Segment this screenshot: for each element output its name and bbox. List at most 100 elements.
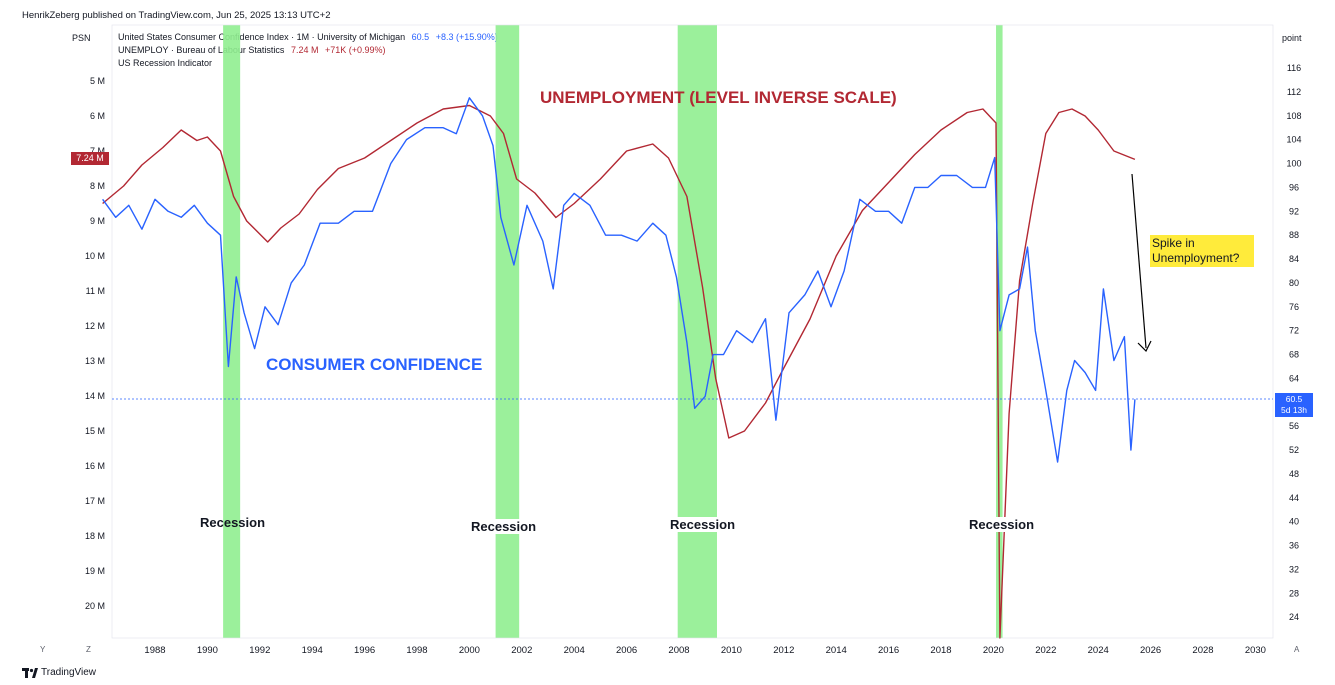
left-scale-label: PSN [72,33,91,43]
legend-change: +8.3 (+15.90%) [435,32,498,42]
right-tick-label: 28 [1289,588,1299,598]
x-tick-label: 1996 [354,645,375,656]
x-tick-label: 2020 [983,645,1004,656]
x-tick-label: 2004 [564,645,585,656]
recession-band [677,25,717,638]
recession-band [495,25,520,638]
legend-value: 60.5 [411,32,430,42]
x-tick-label: 2028 [1192,645,1213,656]
x-tick-label: 2002 [511,645,532,656]
left-tick-label: 6 M [90,111,105,121]
tradingview-logo-icon [22,667,38,678]
spike-note: Spike in Unemployment? [1150,235,1254,267]
x-tick-label: 1990 [197,645,218,656]
recession-label-2008: Recession [670,517,736,532]
x-tick-label: 1988 [144,645,165,656]
right-tick-label: 96 [1289,182,1299,192]
right-tick-label: 104 [1286,135,1301,145]
recession-label-1991: Recession [200,515,266,530]
x-tick-label: 2010 [721,645,742,656]
right-tick-label: 112 [1287,87,1301,97]
auto-scale-button-a[interactable]: A [1294,645,1300,654]
x-tick-label: 2026 [1140,645,1161,656]
axis-layer: 1988 1990 1992 1994 1996 1998 2000 2002 2004 2006… [85,63,1302,656]
scale-button-y[interactable]: Y [40,645,46,654]
left-tick-label: 20 M [85,601,105,611]
spike-arrow-head [1137,340,1152,353]
x-tick-label: 2022 [1035,645,1056,656]
right-scale-label: point [1282,33,1302,43]
left-tick-label: 18 M [85,531,105,541]
right-tick-label: 108 [1286,111,1301,121]
right-tick-label: 68 [1289,350,1299,360]
grid-layer [111,24,1274,639]
left-tick-label: 10 M [85,251,105,261]
legend-value: 7.24 M [290,45,319,55]
left-tick-label: 11 M [86,286,105,296]
x-tick-label: 2018 [930,645,951,656]
left-tick-label: 19 M [85,566,105,576]
x-tick-label: 2030 [1245,645,1266,656]
recession-band [996,25,1003,638]
right-tick-label: 56 [1289,421,1299,431]
right-tick-label: 76 [1289,302,1299,312]
x-tick-label: 2012 [773,645,794,656]
right-tick-label: 64 [1289,373,1299,383]
plot-frame [111,24,1274,639]
scale-button-z[interactable]: Z [86,645,91,654]
x-tick-label: 2024 [1088,645,1109,656]
legend-name: US Recession Indicator [118,58,213,68]
right-tick-label: 48 [1289,469,1299,479]
cci-series-line [102,97,1136,463]
tradingview-brand: TradingView [22,667,96,678]
left-tick-label: 14 M [85,391,105,401]
right-tick-label: 88 [1289,230,1299,240]
unemployment-title: UNEMPLOYMENT (LEVEL INVERSE SCALE) [540,88,897,107]
right-tick-label: 32 [1289,564,1299,574]
x-tick-label: 1998 [406,645,427,656]
left-tick-label: 15 M [85,426,105,436]
left-tick-label: 9 M [90,216,105,226]
recession-label-2001: Recession [471,519,537,534]
right-tick-label: 44 [1289,493,1299,503]
recession-layer [223,25,1003,638]
right-tick-label: 52 [1289,445,1299,455]
recession-label-2020: Recession [969,517,1035,532]
cci-last-badge: 60.5 5d 13h [1275,393,1313,417]
left-tick-label: 16 M [85,461,105,471]
cci-last-value: 60.5 [1285,394,1303,404]
right-tick-label: 72 [1289,326,1299,336]
right-tick-label: 40 [1289,517,1299,527]
brand-name: TradingView [41,667,97,678]
right-tick-label: 80 [1289,278,1299,288]
legend-row-unemploy[interactable]: UNEMPLOY · Bureau of Labour Statistics 7… [118,45,386,55]
x-tick-label: 2014 [826,645,847,656]
right-tick-label: 116 [1287,63,1301,73]
right-tick-label: 84 [1289,254,1299,264]
unemploy-last-badge: 7.24 M [71,152,109,165]
left-tick-label: 5 M [90,76,105,86]
spike-arrow [1131,173,1147,349]
right-tick-label: 92 [1289,206,1299,216]
x-tick-label: 2000 [459,645,480,656]
cci-countdown: 5d 13h [1281,405,1307,415]
legend-name: UNEMPLOY · Bureau of Labour Statistics [118,45,285,55]
x-tick-label: 1992 [249,645,270,656]
x-tick-label: 2008 [668,645,689,656]
left-tick-label: 7 M [90,146,105,156]
left-tick-label: 13 M [85,356,105,366]
confidence-title: CONSUMER CONFIDENCE [266,355,483,374]
left-tick-label: 12 M [85,321,105,331]
legend-change: +71K (+0.99%) [324,45,386,55]
legend-row-cci[interactable]: United States Consumer Confidence Index … [118,32,498,42]
right-tick-label: 24 [1289,612,1299,622]
legend-row-recession[interactable]: US Recession Indicator [118,58,212,68]
right-tick-label: 100 [1286,159,1301,169]
series-layer [102,97,1136,639]
left-tick-label: 17 M [85,496,105,506]
publish-info: HenrikZeberg published on TradingView.co… [22,10,331,21]
x-tick-label: 1994 [302,645,323,656]
spike-note-line2: Unemployment? [1152,251,1240,265]
left-tick-label: 8 M [90,181,105,191]
